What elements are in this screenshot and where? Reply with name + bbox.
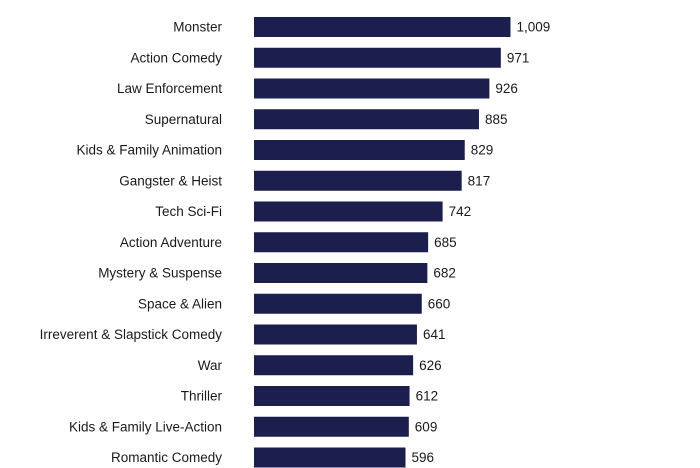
category-label: Action Comedy xyxy=(130,50,222,65)
category-label: Supernatural xyxy=(145,112,222,127)
bar xyxy=(254,78,490,99)
value-label: 641 xyxy=(423,327,446,342)
bars-group xyxy=(254,17,511,468)
category-label: Law Enforcement xyxy=(117,81,222,96)
bar xyxy=(254,232,429,253)
value-label: 829 xyxy=(471,143,494,158)
category-label: Irreverent & Slapstick Comedy xyxy=(40,327,223,342)
category-label: Space & Alien xyxy=(138,296,222,311)
category-label: Tech Sci-Fi xyxy=(155,204,222,219)
bar xyxy=(254,17,511,37)
bar xyxy=(254,263,428,283)
value-label: 660 xyxy=(428,296,451,311)
category-label: Action Adventure xyxy=(120,235,222,250)
bar xyxy=(254,47,501,68)
value-label: 742 xyxy=(449,204,472,219)
value-label: 596 xyxy=(412,450,435,465)
category-label: Mystery & Suspense xyxy=(98,266,222,281)
bar xyxy=(254,170,462,191)
value-label: 817 xyxy=(468,173,491,188)
value-label: 682 xyxy=(433,266,456,281)
bar xyxy=(254,355,414,376)
value-label: 626 xyxy=(419,358,442,373)
bar xyxy=(254,447,406,468)
bar xyxy=(254,416,409,437)
category-label: Thriller xyxy=(181,389,223,404)
category-label: Kids & Family Animation xyxy=(76,143,222,158)
value-labels: 1,009 971 926 885 829 817 742 685 682 660 641 626 61… xyxy=(412,20,551,466)
value-label: 612 xyxy=(416,389,439,404)
value-label: 926 xyxy=(495,81,518,96)
bar xyxy=(254,386,410,406)
value-label: 971 xyxy=(507,50,530,65)
value-label: 685 xyxy=(434,235,457,250)
category-labels: Monster Action Comedy Law Enforcement Super… xyxy=(40,20,223,466)
value-label: 1,009 xyxy=(516,20,550,35)
bar xyxy=(254,201,443,222)
category-label: Gangster & Heist xyxy=(119,173,222,188)
value-label: 609 xyxy=(415,419,438,434)
bar xyxy=(254,109,479,130)
category-label: Romantic Comedy xyxy=(111,450,222,465)
value-label: 885 xyxy=(485,112,508,127)
bar xyxy=(254,140,465,160)
category-label: Monster xyxy=(173,20,222,35)
bar xyxy=(254,324,417,345)
category-label: War xyxy=(198,358,223,373)
category-label: Kids & Family Live-Action xyxy=(69,419,222,434)
bar xyxy=(254,293,422,314)
